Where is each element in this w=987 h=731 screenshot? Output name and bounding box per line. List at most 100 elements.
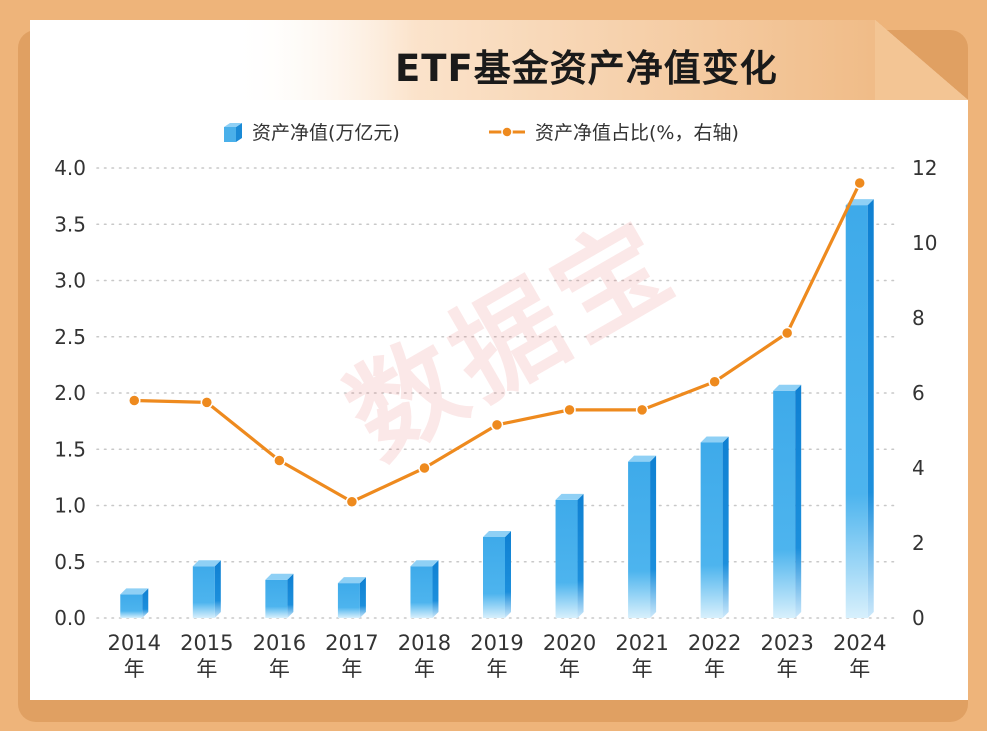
bar xyxy=(265,573,294,618)
bar-top xyxy=(265,573,294,580)
x-tick-label: 年 xyxy=(124,657,145,681)
bar-front xyxy=(483,537,505,618)
right-tick-label: 12 xyxy=(912,156,937,180)
right-axis: 0 2 4 6 8 10 12 xyxy=(912,156,937,630)
bar-front xyxy=(337,583,360,618)
bar-front xyxy=(555,499,578,618)
x-tick-label: 2023 xyxy=(760,631,813,655)
left-axis: 0.0 0.5 1.0 1.5 2.0 2.5 3.0 3.5 4.0 xyxy=(54,156,86,630)
bar-front xyxy=(700,442,723,618)
x-tick-label: 2019 xyxy=(470,631,523,655)
line-point xyxy=(780,326,794,340)
right-tick-label: 6 xyxy=(912,381,925,405)
right-tick-label: 10 xyxy=(912,231,937,255)
bar-layer xyxy=(120,199,874,618)
right-tick-label: 0 xyxy=(912,606,925,630)
x-tick-label: 年 xyxy=(704,657,725,681)
bar-front xyxy=(773,390,796,618)
chart-title-wrap: ETF基金资产净值变化 xyxy=(250,30,950,90)
bar xyxy=(192,560,221,618)
x-tick-label: 年 xyxy=(341,657,362,681)
right-tick-label: 4 xyxy=(912,456,925,480)
bar-top xyxy=(700,436,729,443)
bar-front xyxy=(192,566,215,618)
line-layer xyxy=(128,176,866,508)
bar-top xyxy=(628,455,657,462)
left-tick-label: 1.0 xyxy=(54,494,86,518)
bar xyxy=(410,560,439,618)
bar-front xyxy=(265,579,288,618)
bar-side xyxy=(722,436,729,618)
bar-top xyxy=(192,560,221,567)
x-tick-label: 年 xyxy=(559,657,580,681)
bar-side xyxy=(287,573,294,618)
bar-side xyxy=(359,577,366,618)
x-tick-label: 年 xyxy=(269,657,290,681)
line-point xyxy=(128,394,141,407)
bar xyxy=(628,455,657,618)
line-point xyxy=(345,495,359,508)
bar-side xyxy=(214,560,221,618)
bar-side xyxy=(432,560,439,618)
legend-bar-icon xyxy=(224,122,242,142)
bar-top xyxy=(410,560,439,567)
title-corner xyxy=(875,20,968,100)
x-tick-label: 年 xyxy=(632,657,653,681)
legend-line-icon xyxy=(489,125,525,138)
bar xyxy=(700,436,729,618)
right-tick-label: 8 xyxy=(912,306,925,330)
title-banner xyxy=(230,20,968,100)
bar-side xyxy=(650,455,657,618)
left-tick-label: 1.5 xyxy=(54,437,86,461)
left-tick-label: 0.5 xyxy=(54,550,86,574)
legend-bar-label: 资产净值(万亿元) xyxy=(252,122,400,144)
left-tick-label: 0.0 xyxy=(54,606,86,630)
legend-line: 资产净值占比(%，右轴) xyxy=(487,118,739,145)
bar xyxy=(555,493,584,618)
line-point xyxy=(273,454,286,467)
bar-top xyxy=(120,588,149,595)
bar xyxy=(845,199,874,618)
x-axis: 2014年2015年2016年2017年2018年2019年2020年2021年… xyxy=(108,631,887,681)
chart-title: ETF基金资产净值变化 xyxy=(395,47,778,90)
bar-side xyxy=(577,493,584,618)
line-point xyxy=(708,375,721,388)
x-tick-label: 年 xyxy=(196,657,217,681)
bar-top xyxy=(337,577,366,584)
x-tick-label: 年 xyxy=(777,657,798,681)
line-point xyxy=(853,176,866,190)
bar-front xyxy=(845,205,868,618)
bar-top xyxy=(773,384,802,391)
legend-line-label: 资产净值占比(%，右轴) xyxy=(535,122,739,144)
x-tick-label: 2015 xyxy=(180,631,233,655)
bar-side xyxy=(867,199,874,618)
x-tick-label: 2018 xyxy=(398,631,451,655)
left-tick-label: 2.5 xyxy=(54,325,86,349)
bar xyxy=(773,384,802,618)
x-tick-label: 2017 xyxy=(325,631,378,655)
bar-side xyxy=(142,588,149,618)
bar-side xyxy=(795,384,802,618)
left-tick-label: 3.0 xyxy=(54,269,86,293)
x-tick-label: 年 xyxy=(849,657,870,681)
x-tick-label: 2024 xyxy=(833,631,886,655)
bar-top xyxy=(555,493,584,500)
legend-bar: 资产净值(万亿元) xyxy=(222,118,400,145)
x-tick-label: 年 xyxy=(414,657,435,681)
right-tick-label: 2 xyxy=(912,531,925,555)
bar-side xyxy=(505,531,511,618)
line-point xyxy=(635,403,649,417)
bar-front xyxy=(628,461,651,618)
x-tick-label: 2020 xyxy=(543,631,596,655)
legend: 资产净值(万亿元) 资产净值占比(%，右轴) xyxy=(0,118,987,148)
line-point xyxy=(563,403,576,417)
line-point xyxy=(490,418,504,432)
line-point xyxy=(418,461,431,475)
x-tick-label: 2016 xyxy=(253,631,306,655)
bar xyxy=(483,531,511,618)
bar-front xyxy=(120,594,143,618)
left-tick-label: 3.5 xyxy=(54,212,86,236)
bar xyxy=(120,588,149,618)
